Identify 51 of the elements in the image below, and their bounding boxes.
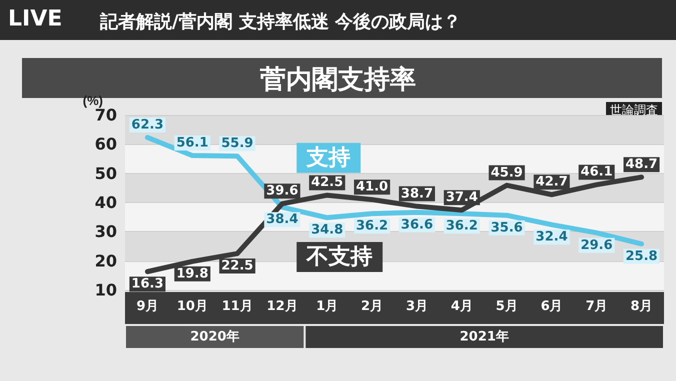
data-label: 62.3 (131, 117, 164, 132)
y-tick-label: 60 (94, 134, 117, 154)
y-tick-label: 20 (94, 251, 117, 270)
annotation: 世論調査 (610, 103, 658, 117)
data-label: 38.4 (266, 212, 298, 228)
legend-label: 不支持 (306, 244, 373, 270)
data-label: 16.3 (131, 276, 164, 292)
y-tick-label: 10 (94, 280, 117, 300)
data-label: 38.7 (400, 186, 433, 202)
data-label: 48.7 (626, 157, 658, 172)
x-tick-label: 4月 (450, 299, 473, 314)
x-tick-label: 6月 (540, 299, 563, 314)
data-label: 35.6 (490, 220, 523, 236)
data-label: 19.8 (176, 266, 208, 282)
data-label: 41.0 (356, 180, 388, 195)
data-label: 34.8 (311, 222, 344, 238)
x-tick-label: 10月 (176, 299, 208, 314)
data-label: 55.9 (221, 136, 254, 152)
x-tick-label: 5月 (496, 299, 518, 314)
data-label: 36.6 (400, 217, 433, 232)
x-tick-label: 8月 (630, 299, 653, 314)
y-axis-title: (%) (82, 93, 103, 108)
data-label: 36.2 (446, 218, 478, 234)
data-label: 42.5 (311, 175, 344, 190)
data-label: 37.4 (446, 190, 478, 206)
data-label: 46.1 (580, 164, 613, 180)
data-label: 42.7 (536, 174, 568, 190)
y-tick-label: 40 (94, 193, 117, 212)
chart-title: 記者解説/菅内閣 支持率低迷 今後の政局は？ (99, 12, 462, 32)
text: LIVE (8, 6, 62, 32)
x-tick-label: 12月 (266, 299, 298, 314)
y-tick-label: 50 (94, 164, 117, 183)
data-label: 39.6 (266, 184, 298, 199)
x-tick-label: 2月 (361, 299, 384, 314)
x-tick-label: 3月 (406, 299, 428, 314)
x-tick-label: 7月 (586, 299, 608, 314)
text: 2021年 (460, 330, 509, 344)
data-label: 25.8 (626, 248, 658, 264)
chart-subtitle: 菅内閣支持率 (259, 65, 416, 95)
data-label: 36.2 (356, 218, 388, 234)
series-label: 支持 (306, 145, 351, 170)
data-label: 32.4 (536, 230, 568, 245)
y-tick-label: 30 (94, 222, 117, 242)
data-label: 29.6 (580, 238, 613, 253)
data-label: 56.1 (176, 136, 208, 151)
data-label: 22.5 (221, 258, 254, 274)
x-tick-label: 9月 (136, 299, 158, 314)
x-tick-label: 11月 (222, 299, 253, 314)
x-tick-label: 1月 (316, 299, 338, 314)
data-label: 45.9 (490, 165, 523, 180)
text: 2020年 (190, 330, 240, 344)
